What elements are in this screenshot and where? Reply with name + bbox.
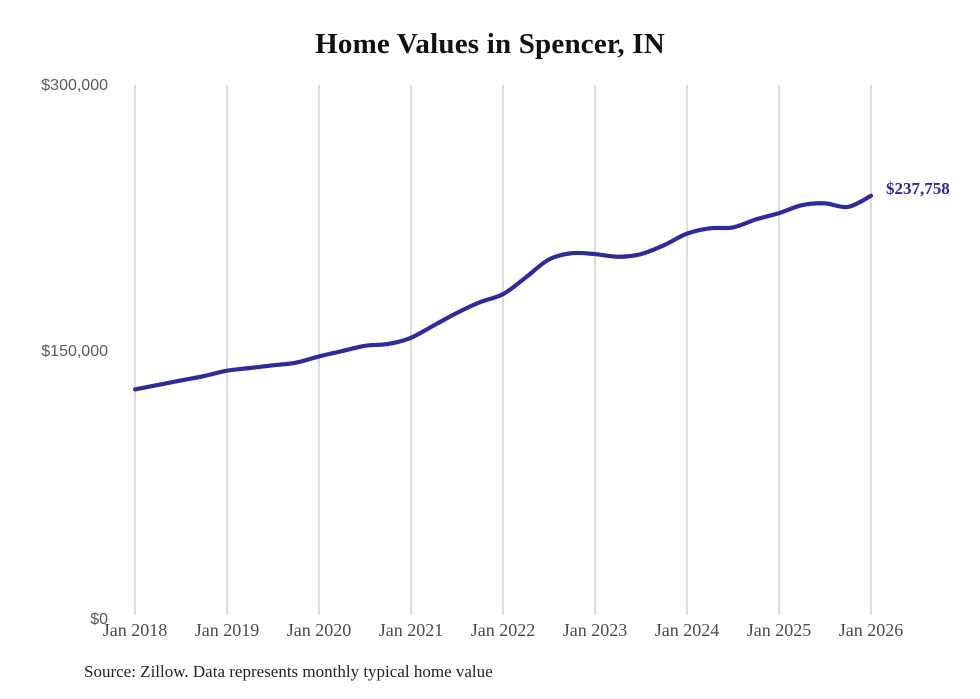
x-gridlines <box>134 85 872 615</box>
x-tick-label-jan-2025: Jan 2025 <box>746 620 812 640</box>
x-tick-label-jan-2019: Jan 2019 <box>194 620 260 640</box>
y-axis: $300,000 $150,000 $0 <box>0 0 108 699</box>
series-line-typical-home-value <box>132 193 874 392</box>
source-note: Source: Zillow. Data represents monthly … <box>84 662 493 681</box>
x-tick-label-jan-2024: Jan 2024 <box>654 620 720 640</box>
y-tick-label-0: $0 <box>90 611 108 628</box>
x-tick-label-jan-2026: Jan 2026 <box>838 620 904 640</box>
end-value-annotation: $237,758 <box>886 178 950 198</box>
x-tick-label-jan-2023: Jan 2023 <box>562 620 628 640</box>
y-tick-label-150000: $150,000 <box>41 343 108 360</box>
x-tick-label-jan-2018: Jan 2018 <box>102 620 168 640</box>
x-tick-label-jan-2020: Jan 2020 <box>286 620 352 640</box>
x-tick-label-jan-2022: Jan 2022 <box>470 620 536 640</box>
x-tick-label-jan-2021: Jan 2021 <box>378 620 444 640</box>
y-tick-label-300000: $300,000 <box>41 77 108 94</box>
chart-title: Home Values in Spencer, IN <box>315 28 665 60</box>
